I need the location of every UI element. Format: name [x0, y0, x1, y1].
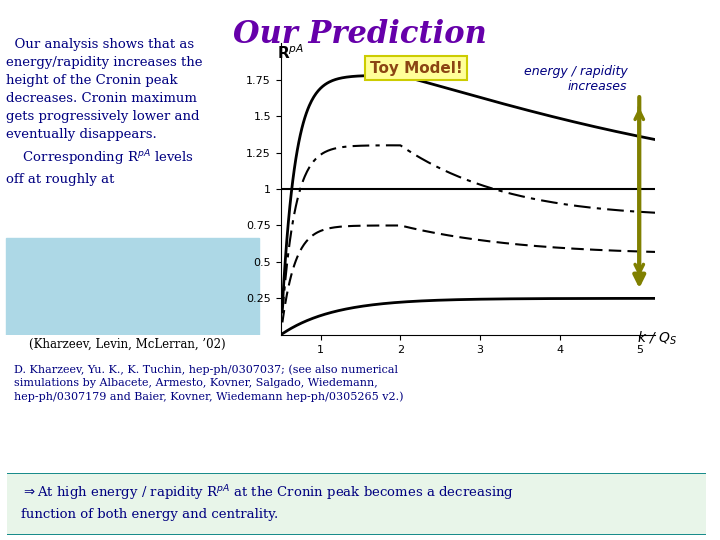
- Text: $\Rightarrow$At high energy / rapidity R$^{pA}$ at the Cronin peak becomes a dec: $\Rightarrow$At high energy / rapidity R…: [21, 484, 514, 521]
- Text: Our analysis shows that as
energy/rapidity increases the
height of the Cronin pe: Our analysis shows that as energy/rapidi…: [6, 38, 202, 186]
- Text: k / Q$_S$: k / Q$_S$: [637, 330, 678, 347]
- Text: (Kharzeev, Levin, McLerran, ’02): (Kharzeev, Levin, McLerran, ’02): [29, 338, 225, 350]
- Text: Our Prediction: Our Prediction: [233, 19, 487, 50]
- FancyBboxPatch shape: [6, 238, 259, 335]
- Text: D. Kharzeev, Yu. K., K. Tuchin, hep-ph/0307037; (see also numerical
simulations : D. Kharzeev, Yu. K., K. Tuchin, hep-ph/0…: [14, 364, 404, 402]
- FancyBboxPatch shape: [0, 472, 713, 535]
- Text: Toy Model!: Toy Model!: [370, 60, 462, 76]
- Text: energy / rapidity
increases: energy / rapidity increases: [523, 65, 627, 93]
- Text: R$^{pA}$: R$^{pA}$: [277, 44, 305, 63]
